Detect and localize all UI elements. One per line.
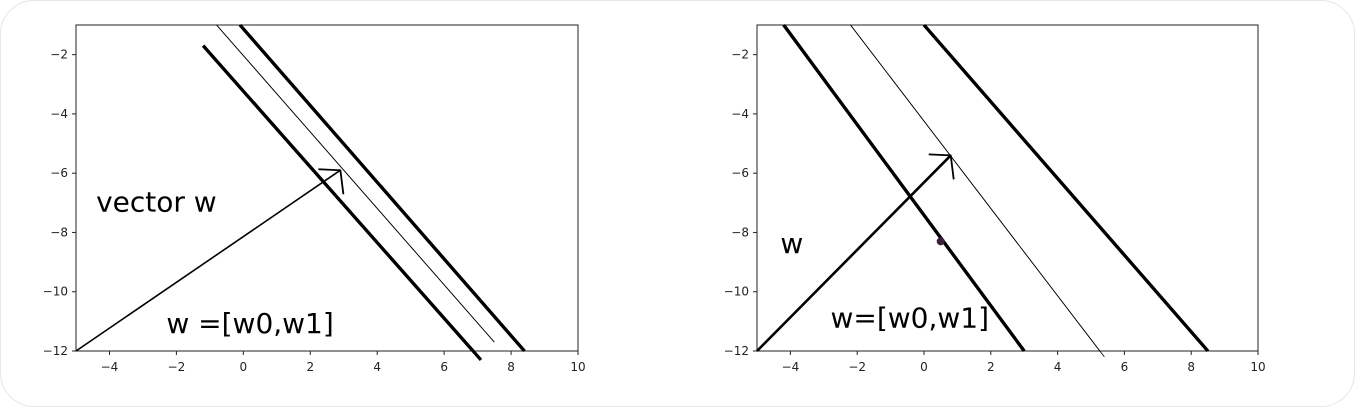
x-tick-label: 4 <box>1054 360 1062 374</box>
chart-left: −4 −2 0 2 4 6 8 10 −2 −4 −6 −8 −10 −12 vector w w =[w… <box>43 23 586 374</box>
plot-frame <box>756 24 1259 352</box>
vector-arrowhead <box>318 168 345 195</box>
vector-shaft <box>75 169 341 352</box>
y-tick-label: −8 <box>50 225 68 239</box>
y-tick-label: −2 <box>731 48 749 62</box>
series-line-extension-2 <box>216 24 495 343</box>
vector-arrow <box>756 153 955 352</box>
y-tick-label: −2 <box>50 48 68 62</box>
x-tick-label: 10 <box>570 360 585 374</box>
y-tick-label: −10 <box>43 285 68 299</box>
y-tick-label: −8 <box>731 225 749 239</box>
x-tick-label: −4 <box>782 360 800 374</box>
x-tick-label: 0 <box>240 360 248 374</box>
x-tick-label: 4 <box>373 360 381 374</box>
x-tick-label: 8 <box>1187 360 1195 374</box>
series-line-extension-2 <box>850 24 1105 358</box>
x-tick-label: 2 <box>987 360 995 374</box>
vector-arrow <box>75 168 345 352</box>
x-tick-label: 2 <box>306 360 314 374</box>
x-tick-label: 8 <box>507 360 515 374</box>
x-tick-label: 6 <box>440 360 448 374</box>
x-tick-label: 6 <box>1121 360 1129 374</box>
axis-ticks: −4 −2 0 2 4 6 8 10 −2 −4 −6 −8 −10 −12 <box>43 48 586 374</box>
chart-right: −4 −2 0 2 4 6 8 10 −2 −4 −6 −8 −10 −12 w w=[w0,w1] <box>724 23 1266 374</box>
y-tick-label: −12 <box>43 344 68 358</box>
x-tick-label: 0 <box>920 360 928 374</box>
x-tick-label: −4 <box>101 360 119 374</box>
annotation-w-formula: w=[w0,w1] <box>830 301 989 334</box>
x-tick-label: −2 <box>168 360 186 374</box>
series-line-extension-3 <box>238 23 526 353</box>
series-line-extension-1 <box>782 24 1026 352</box>
axis-ticks: −4 −2 0 2 4 6 8 10 −2 −4 −6 −8 −10 −12 <box>724 48 1266 374</box>
x-tick-label: 10 <box>1250 360 1265 374</box>
y-tick-label: −4 <box>731 107 749 121</box>
series-line-extension-3 <box>922 23 1210 353</box>
data-point <box>936 237 945 246</box>
y-tick-label: −10 <box>724 285 749 299</box>
vector-arrowhead <box>928 153 955 180</box>
annotation-w: w <box>780 227 803 260</box>
y-tick-label: −6 <box>50 166 68 180</box>
y-tick-label: −6 <box>731 166 749 180</box>
vector-shaft <box>756 154 952 352</box>
y-tick-label: −4 <box>50 107 68 121</box>
y-tick-label: −12 <box>724 344 749 358</box>
series-line-extension-1 <box>201 44 483 361</box>
x-tick-label: −2 <box>848 360 866 374</box>
annotation-w-formula: w =[w0,w1] <box>166 307 333 340</box>
annotation-vector-w: vector w <box>96 186 217 219</box>
